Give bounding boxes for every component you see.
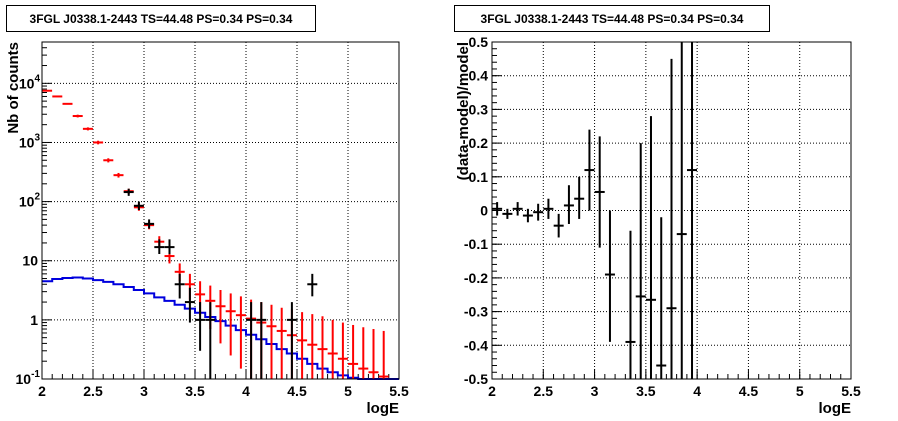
- data-point: [123, 188, 134, 196]
- left-y-tick-label: 104: [19, 73, 41, 91]
- residual-point: [522, 208, 533, 223]
- residual-point: [656, 217, 667, 379]
- left-y-tick-label: 10-1: [16, 369, 41, 387]
- residual-point: [625, 230, 636, 379]
- right-x-tick-label: 2.5: [534, 383, 554, 399]
- right-y-tick-label: 0.5: [469, 34, 489, 50]
- left-x-tick-label: 5.5: [389, 383, 409, 399]
- residual-point: [635, 143, 646, 379]
- model-point: [378, 330, 389, 379]
- model-point: [72, 114, 83, 118]
- data-point: [246, 302, 257, 379]
- right-x-axis-label: logE: [819, 400, 852, 417]
- right-x-tick-label: 5: [796, 383, 804, 399]
- left-x-tick-label: 2: [38, 383, 46, 399]
- data-point: [286, 302, 297, 379]
- right-y-tick-label: 0: [480, 203, 488, 219]
- left-y-tick-label: 102: [19, 192, 41, 210]
- right-y-axis-label: (data-model)/model: [455, 42, 472, 180]
- model-point: [113, 172, 124, 178]
- data-point: [184, 287, 195, 323]
- left-x-tick-label: 4.5: [287, 383, 307, 399]
- residual-point: [676, 42, 687, 379]
- model-point: [297, 312, 308, 379]
- residual-point: [687, 42, 698, 379]
- model-point: [235, 296, 246, 369]
- left-chart-title: 3FGL J0338.1-2443 TS=44.48 PS=0.34 PS=0.…: [6, 5, 316, 32]
- model-point: [307, 314, 318, 379]
- model-point: [103, 158, 114, 163]
- residual-point: [666, 58, 677, 379]
- data-point: [133, 201, 144, 211]
- data-point: [195, 302, 206, 351]
- model-point: [317, 316, 328, 379]
- residual-point: [492, 202, 503, 216]
- residual-point: [645, 116, 656, 379]
- data-point: [144, 219, 155, 229]
- right-y-tick-label: -0.5: [464, 371, 488, 387]
- right-chart-title: 3FGL J0338.1-2443 TS=44.48 PS=0.34 PS=0.…: [454, 5, 770, 32]
- model-point: [337, 322, 348, 379]
- data-point: [164, 239, 175, 254]
- right-y-tick-label: -0.2: [464, 270, 488, 286]
- right-x-tick-label: 4.5: [739, 383, 759, 399]
- model-point: [82, 127, 93, 131]
- right-y-tick-label: -0.1: [464, 236, 488, 252]
- data-point: [174, 273, 185, 299]
- left-y-tick-label: 103: [19, 132, 41, 150]
- left-plot-area: 2 2.5 3 3.5 4 4.5 5 5.5 10-1 1 10 102 103 104 logE Nb o…: [5, 41, 409, 417]
- data-point: [154, 239, 165, 254]
- residual-point: [543, 198, 554, 219]
- left-x-tick-label: 2.5: [83, 383, 103, 399]
- model-point: [225, 293, 236, 356]
- residual-point: [574, 176, 585, 219]
- left-y-tick-label: 10: [22, 253, 38, 269]
- right-y-tick-label: 0.1: [469, 169, 489, 185]
- model-point: [93, 140, 104, 145]
- right-x-tick-label: 5.5: [841, 383, 861, 399]
- left-x-tick-label: 4: [242, 383, 250, 399]
- residual-point: [502, 208, 513, 219]
- left-x-tick-label: 5: [344, 383, 352, 399]
- right-plot-frame: [491, 41, 852, 380]
- right-y-tick-label: -0.3: [464, 304, 488, 320]
- right-x-tick-label: 3: [591, 383, 599, 399]
- model-point: [358, 327, 369, 379]
- data-point: [307, 273, 318, 297]
- right-x-tick-label: 4: [693, 383, 701, 399]
- right-y-tick-label: 0.3: [469, 101, 489, 117]
- model-point: [215, 289, 226, 344]
- model-point: [327, 319, 338, 379]
- model-point: [368, 329, 379, 379]
- right-y-tick-label: -0.4: [464, 337, 488, 353]
- model-point: [266, 304, 277, 379]
- left-plot-frame: [41, 41, 400, 380]
- left-x-axis-label: logE: [367, 400, 400, 417]
- data-point: [205, 302, 216, 379]
- residual-point: [533, 203, 544, 221]
- left-x-tick-label: 3: [140, 383, 148, 399]
- left-y-tick-label: 1: [30, 312, 38, 328]
- model-point: [276, 307, 287, 379]
- model-point: [348, 324, 359, 379]
- residual-point: [553, 213, 564, 238]
- residual-point: [584, 129, 595, 211]
- left-y-axis-label: Nb of counts: [5, 42, 22, 134]
- residual-point: [594, 136, 605, 248]
- right-y-tick-label: 0.2: [469, 135, 489, 151]
- right-x-tick-label: 2: [488, 383, 496, 399]
- right-plot-area: 2 2.5 3 3.5 4 4.5 5 5.5 -0.5 -0.4 -0.3 -0.2 -0.1 0 0.1…: [455, 34, 861, 417]
- right-x-tick-label: 3.5: [636, 383, 656, 399]
- right-y-tick-label: 0.4: [469, 68, 489, 84]
- residual-point: [512, 202, 523, 216]
- data-point: [256, 302, 267, 379]
- residual-point: [604, 210, 615, 342]
- residual-point: [563, 185, 574, 224]
- left-x-tick-label: 3.5: [185, 383, 205, 399]
- source-model-histogram: [42, 276, 399, 380]
